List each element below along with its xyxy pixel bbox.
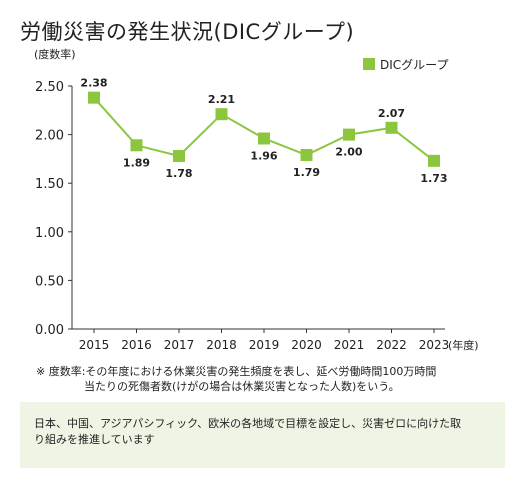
summary-panel: 日本、中国、アジアパシフィック、欧米の各地域で目標を設定し、災害ゼロに向けた取 … — [20, 402, 505, 468]
data-point — [428, 154, 440, 167]
y-tick-label: 0.00 — [35, 323, 64, 338]
data-label: 1.78 — [165, 167, 192, 180]
line-chart: (度数率) 0.00 0.50 1.00 1.50 2.00 2.50 2015 2016 2… — [34, 47, 479, 352]
y-tick-label: 2.00 — [35, 129, 64, 144]
x-tick-label: 2022 — [376, 338, 407, 352]
data-label: 2.07 — [378, 107, 405, 120]
legend-label: DICグループ — [380, 58, 448, 72]
y-tick-label: 1.00 — [35, 226, 64, 241]
data-point — [343, 128, 355, 141]
data-label: 2.38 — [80, 77, 107, 90]
data-point — [300, 149, 313, 162]
x-tick-label: 2023 — [419, 338, 450, 352]
data-point — [258, 132, 270, 145]
data-point — [173, 149, 185, 162]
data-label: 1.73 — [420, 172, 447, 185]
x-tick-label: 2015 — [79, 338, 110, 352]
footnote-line-2: 当たりの死傷者数(けがの場合は休業災害となった人数)をいう。 — [84, 380, 400, 393]
y-tick-label: 1.50 — [35, 177, 64, 192]
y-axis-label: (度数率) — [34, 47, 76, 61]
data-point — [385, 121, 398, 134]
x-tick-label: 2018 — [206, 338, 237, 352]
x-tick-label: 2021 — [334, 338, 365, 352]
chart-title: 労働災害の発生状況(DICグループ) — [20, 20, 355, 44]
data-point — [130, 139, 143, 152]
data-point — [215, 108, 228, 121]
x-tick-label: 2016 — [121, 338, 152, 352]
x-tick-label: 2017 — [164, 338, 195, 352]
data-label: 1.96 — [250, 149, 277, 162]
x-tick-label: 2019 — [249, 338, 280, 352]
data-label: 1.89 — [123, 156, 150, 169]
x-axis-label: (年度) — [448, 338, 479, 352]
y-tick-label: 0.50 — [35, 274, 64, 289]
data-label: 1.79 — [293, 166, 320, 179]
data-point — [88, 91, 100, 104]
legend-swatch — [363, 58, 375, 70]
y-tick-label: 2.50 — [35, 80, 64, 95]
footnote: ※ 度数率:その年度における休業災害の発生頻度を表し、延べ労働時間100万時間 … — [36, 364, 436, 394]
summary-line-2: り組みを推進しています — [34, 433, 155, 446]
data-label: 2.00 — [335, 146, 362, 159]
x-tick-label: 2020 — [291, 338, 322, 352]
summary-line-1: 日本、中国、アジアパシフィック、欧米の各地域で目標を設定し、災害ゼロに向けた取 — [34, 417, 462, 430]
legend: DICグループ — [363, 58, 448, 72]
footnote-line-1: ※ 度数率:その年度における休業災害の発生頻度を表し、延べ労働時間100万時間 — [36, 365, 437, 378]
data-label: 2.21 — [208, 93, 235, 106]
